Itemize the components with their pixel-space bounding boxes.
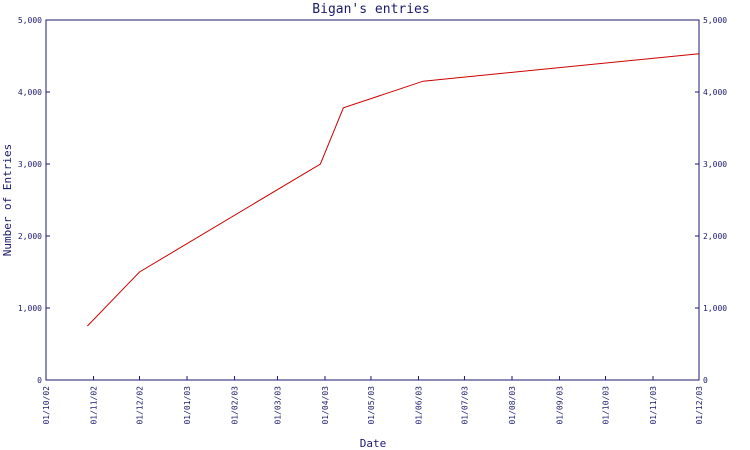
x-tick-label: 01/05/03 [367, 386, 376, 425]
x-tick-label: 01/06/03 [414, 386, 423, 425]
x-axis-label: Date [360, 437, 387, 450]
y-tick-label-left: 5,000 [18, 16, 42, 25]
y-tick-label-left: 3,000 [18, 160, 42, 169]
y-tick-label-right: 2,000 [703, 232, 727, 241]
x-tick-label: 01/07/03 [460, 386, 469, 425]
y-axis-label: Number of Entries [1, 144, 14, 257]
y-tick-label-left: 2,000 [18, 232, 42, 241]
series-group [87, 53, 700, 327]
y-tick-label-right: 0 [703, 376, 708, 385]
x-tick-label: 01/08/03 [508, 386, 517, 425]
x-tick-label: 01/02/03 [231, 386, 240, 425]
x-tick-label: 01/04/03 [321, 386, 330, 425]
y-axis-left: 0 1,000 2,000 3,000 4,000 5,000 [18, 16, 50, 385]
x-tick-label: 01/10/02 [42, 386, 51, 425]
x-tick-label: 01/09/03 [556, 386, 565, 425]
x-tick-label: 01/10/03 [601, 386, 610, 425]
plot-frame [45, 19, 700, 381]
y-tick-label-right: 4,000 [703, 88, 727, 97]
x-tick-label: 01/03/03 [273, 386, 282, 425]
y-tick-label-right: 1,000 [703, 304, 727, 313]
x-tick-label: 01/12/03 [695, 386, 704, 425]
x-tick-label: 01/01/03 [183, 386, 192, 425]
x-axis: 01/10/02 01/11/02 01/12/02 01/01/03 01/02/03… [42, 376, 704, 425]
x-tick-label: 01/11/03 [649, 386, 658, 425]
chart-title: Bigan's entries [312, 2, 429, 17]
y-tick-label-right: 3,000 [703, 160, 727, 169]
x-tick-label: 01/12/02 [136, 386, 145, 425]
y-tick-label-right: 5,000 [703, 16, 727, 25]
x-tick-label: 01/11/02 [90, 386, 99, 425]
y-tick-label-left: 0 [37, 376, 42, 385]
y-tick-label-left: 1,000 [18, 304, 42, 313]
y-axis-right: 0 1,000 2,000 3,000 4,000 5,000 [695, 16, 727, 385]
series-line [87, 53, 700, 327]
y-tick-label-left: 4,000 [18, 88, 42, 97]
